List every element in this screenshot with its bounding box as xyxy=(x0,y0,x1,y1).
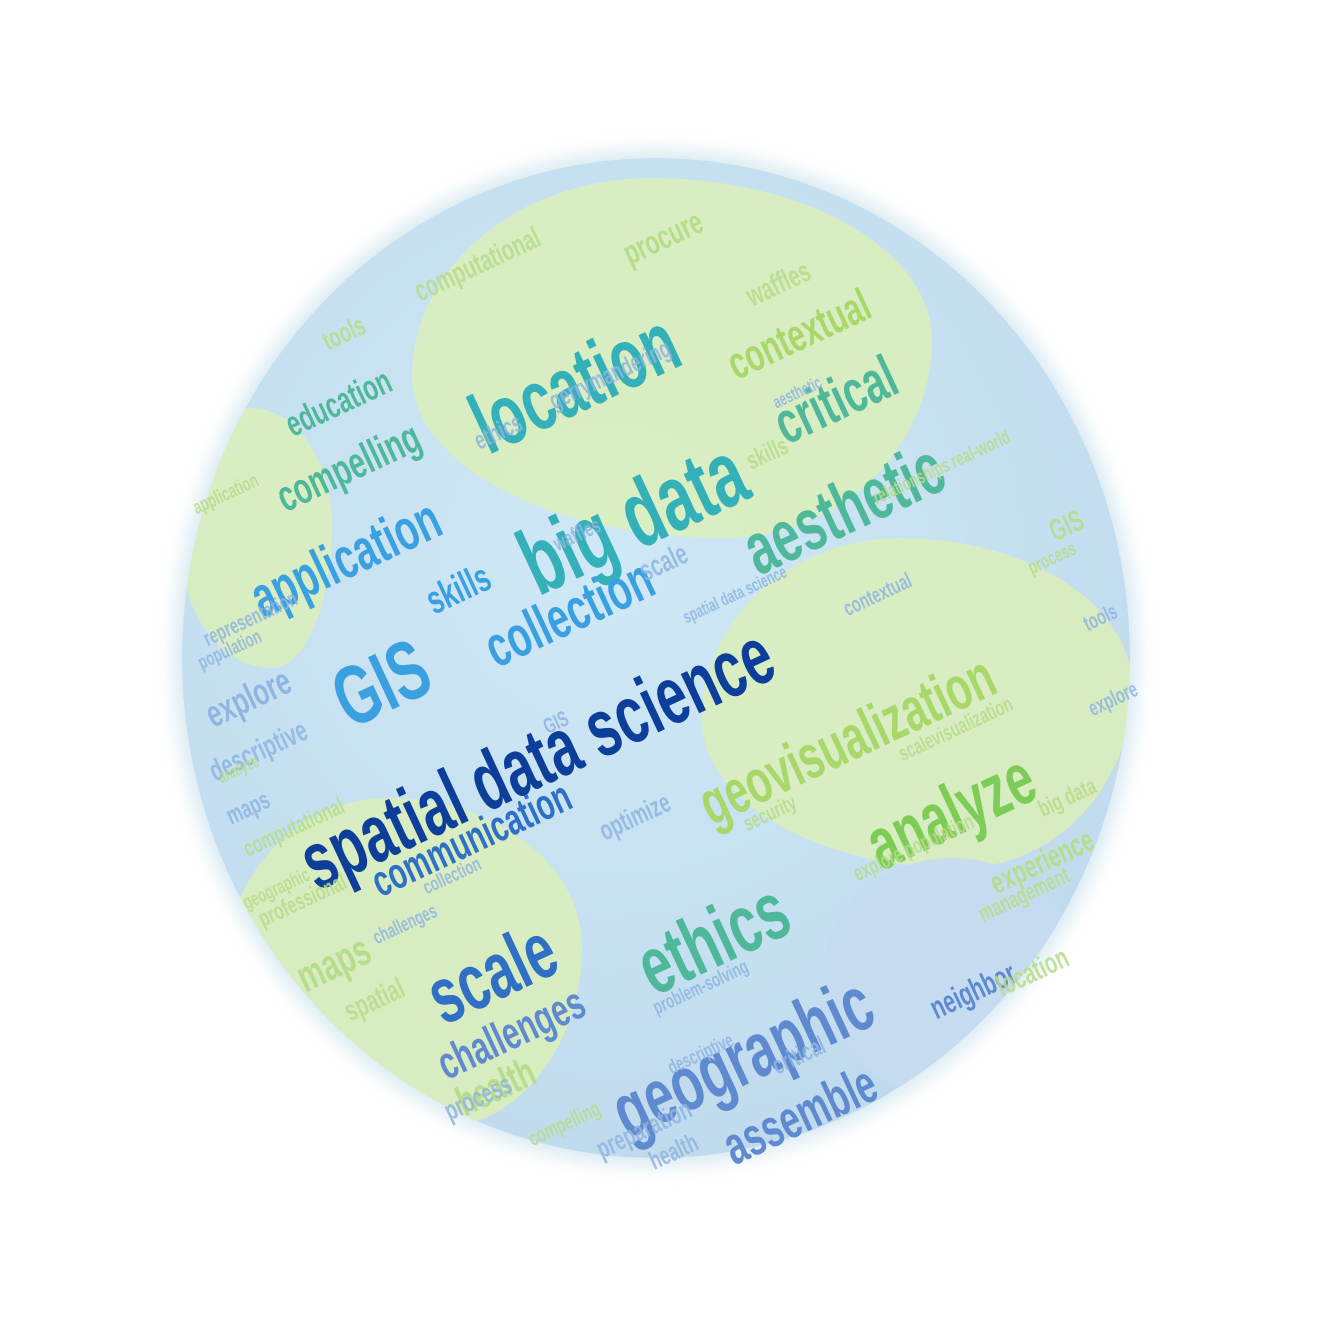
sea-region-southeast xyxy=(822,858,1082,1098)
land-mass-southwest xyxy=(222,798,582,1128)
land-mass-north xyxy=(412,178,932,538)
land-mass-east xyxy=(702,538,1130,868)
land-mass-west xyxy=(182,408,332,668)
globe-background xyxy=(182,158,1130,1158)
